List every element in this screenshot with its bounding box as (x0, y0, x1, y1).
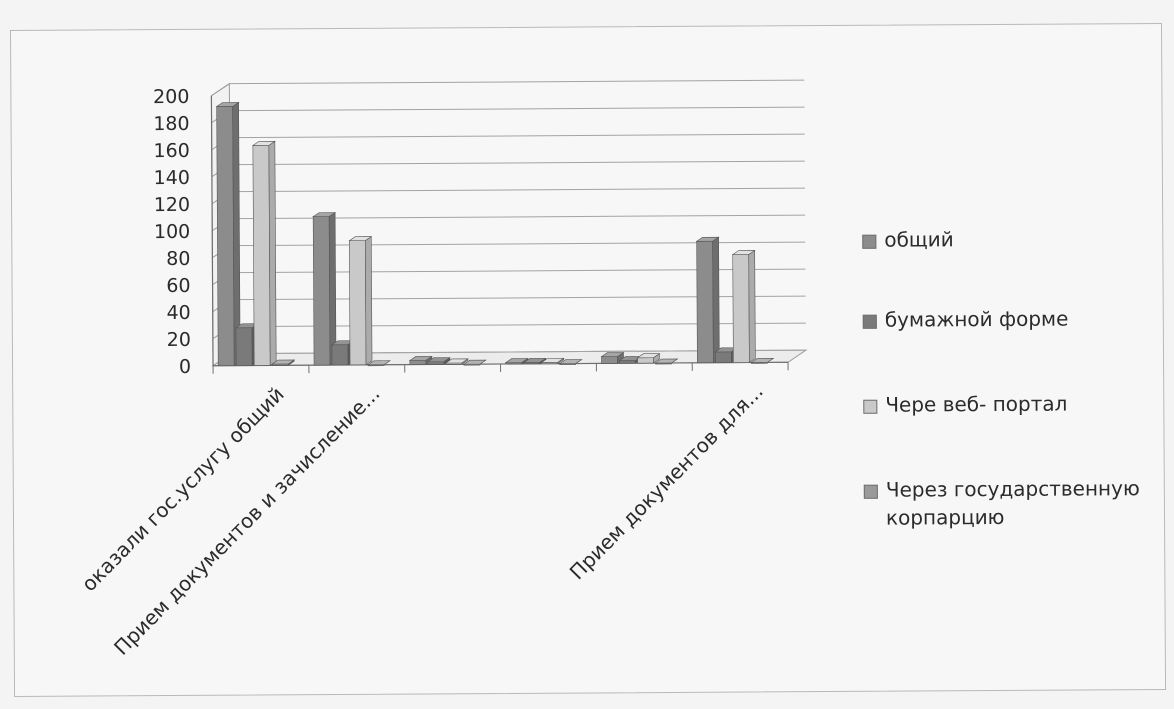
bar (408, 355, 433, 366)
bar-top (408, 356, 433, 361)
gridline-120 (229, 187, 805, 193)
gridline-140 (229, 160, 805, 166)
gridline-200 (229, 79, 805, 85)
legend-swatch (862, 314, 877, 329)
y-tick-label: 160 (153, 140, 189, 162)
bar-top (558, 359, 583, 364)
chart-frame: 0 20 40 60 80 100 120 140 160 180 200 оказали гос.у… (10, 22, 1167, 697)
bar (426, 357, 451, 365)
bar-side (712, 236, 720, 364)
bar-front (427, 361, 445, 365)
legend-label: общий (884, 227, 954, 252)
y-tick-label: 100 (154, 221, 190, 243)
bar-front (409, 360, 427, 365)
legend-label: бумажной форме (884, 306, 1069, 332)
bar-side (268, 140, 277, 366)
bar-top (654, 358, 679, 364)
bar (695, 236, 720, 364)
bar (215, 101, 241, 367)
legend-label: Чере веб- портал (885, 391, 1068, 417)
bar-front (619, 360, 636, 364)
bar-front (601, 356, 618, 364)
y-tick-label: 140 (154, 167, 190, 189)
y-tick-label: 40 (166, 302, 190, 324)
bar-side (748, 249, 756, 364)
bar-front (331, 344, 349, 366)
bar-top (367, 360, 392, 366)
bar-side (328, 211, 337, 366)
bar-top (731, 250, 756, 255)
legend-swatch (863, 484, 878, 499)
legend-item: Через государственную корпарцию (863, 474, 1166, 532)
chart-plot: 0 20 40 60 80 100 120 140 160 180 200 оказали гос.у… (77, 79, 808, 660)
bar (540, 357, 565, 365)
y-axis-line (210, 95, 214, 366)
legend-label: Через государственную корпарцию (885, 476, 1140, 530)
bar (312, 211, 337, 366)
bar (750, 358, 775, 364)
bar-top (271, 359, 296, 365)
bar-top (215, 102, 240, 107)
y-tick-label: 200 (153, 86, 189, 108)
bar-top (312, 212, 337, 217)
bar (618, 355, 643, 364)
gridline-side-200 (211, 83, 230, 97)
bar-top (462, 359, 487, 365)
bar (348, 236, 373, 366)
bar-top (426, 357, 451, 363)
legend-swatch (862, 234, 877, 249)
bar-top (348, 236, 373, 242)
bar-top (522, 358, 547, 363)
y-tick-label: 20 (167, 329, 191, 351)
bar-side (364, 236, 373, 366)
y-tick-label: 120 (154, 194, 190, 216)
y-tick-label: 80 (166, 248, 190, 270)
bar-front (696, 240, 714, 364)
bar-top (636, 353, 661, 359)
bar (367, 360, 392, 367)
bar-top (504, 358, 529, 363)
bar-top (540, 357, 565, 363)
bar (731, 249, 756, 364)
bar-top (251, 141, 276, 146)
bar-front (216, 106, 235, 367)
bar (444, 358, 469, 365)
bar-front (235, 327, 253, 366)
x-category-label: Прием документов для... (565, 379, 768, 584)
bar (654, 358, 679, 365)
bar (558, 359, 583, 365)
bar-front (252, 145, 271, 366)
legend-item: бумажной форме (862, 304, 1165, 334)
bar-front (348, 240, 367, 366)
bar (251, 140, 277, 366)
x-category-label: оказали гос.услугу общий (77, 382, 289, 596)
y-tick-label: 60 (166, 275, 190, 297)
bar-front (637, 357, 654, 364)
bar-top (444, 358, 469, 364)
bar-top (750, 358, 775, 363)
legend-item: Чере веб- портал (863, 389, 1165, 419)
legend-swatch (863, 399, 878, 414)
gridline-180 (229, 106, 805, 112)
gridline-160 (229, 133, 805, 139)
y-tick-label: 0 (179, 356, 191, 378)
y-tick-label: 180 (153, 113, 189, 135)
bar (271, 359, 296, 366)
legend-item: общий (862, 224, 1164, 254)
bar-front (312, 216, 331, 366)
bar (462, 359, 487, 366)
bar (636, 353, 661, 364)
bar (522, 357, 547, 365)
bar-top (600, 352, 625, 357)
bar-top (695, 236, 720, 242)
bar-front (732, 254, 750, 363)
bar-front (715, 351, 732, 363)
